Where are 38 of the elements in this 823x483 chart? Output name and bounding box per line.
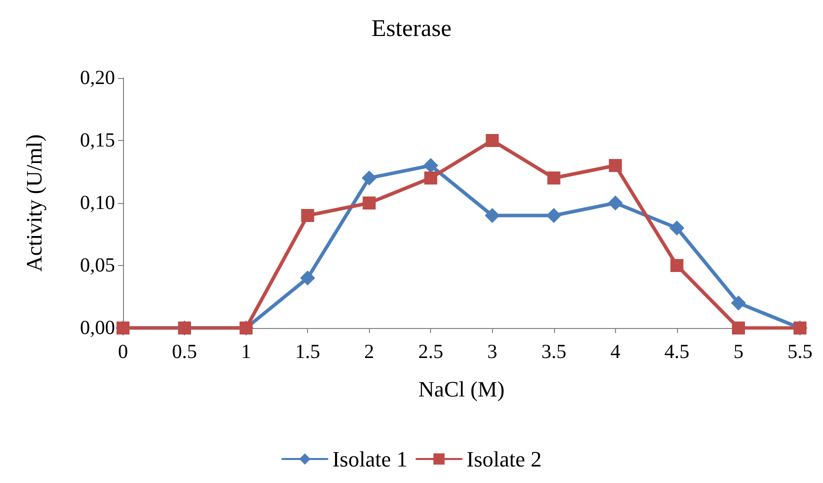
point	[424, 172, 438, 184]
x-tick-label: 1	[241, 341, 252, 363]
x-tick-label: 3	[487, 341, 498, 363]
x-tick-label: 4	[610, 341, 620, 363]
point	[608, 159, 622, 172]
x-tick-label: 0.5	[172, 341, 198, 363]
point	[669, 220, 684, 236]
legend-label: Isolate 2	[466, 446, 542, 472]
legend-label: Isolate 1	[332, 446, 408, 472]
x-tick-label: 5	[733, 341, 744, 363]
x-tick-label: 0	[118, 341, 128, 363]
point	[362, 196, 376, 210]
point	[423, 158, 438, 173]
x-tick-label: 5.5	[788, 341, 812, 363]
point	[362, 170, 377, 186]
point	[732, 322, 745, 334]
point	[486, 134, 499, 147]
point	[546, 208, 562, 223]
x-tick-label: 1.5	[295, 341, 320, 363]
x-axis-title: NaCl (M)	[418, 376, 505, 402]
y-tick-label: 0,15	[80, 130, 115, 152]
y-tick-label: 0,00	[80, 317, 115, 339]
y-tick-label: 0,05	[80, 254, 115, 276]
x-tick-label: 3.5	[541, 341, 566, 363]
chart-title: Esterase	[372, 16, 452, 42]
y-axis-title: Activity (U/ml)	[22, 134, 46, 272]
x-tick-label: 2.5	[418, 341, 444, 363]
point	[300, 270, 316, 286]
point	[608, 196, 623, 210]
point	[547, 172, 560, 184]
x-tick-label: 4.5	[664, 341, 690, 363]
y-tick-label: 0,10	[80, 192, 115, 214]
point	[484, 208, 500, 223]
x-tick-label: 2	[364, 341, 374, 363]
y-tick-label: 0,20	[80, 67, 115, 89]
point	[301, 209, 314, 222]
point	[670, 259, 684, 272]
point	[730, 296, 746, 310]
